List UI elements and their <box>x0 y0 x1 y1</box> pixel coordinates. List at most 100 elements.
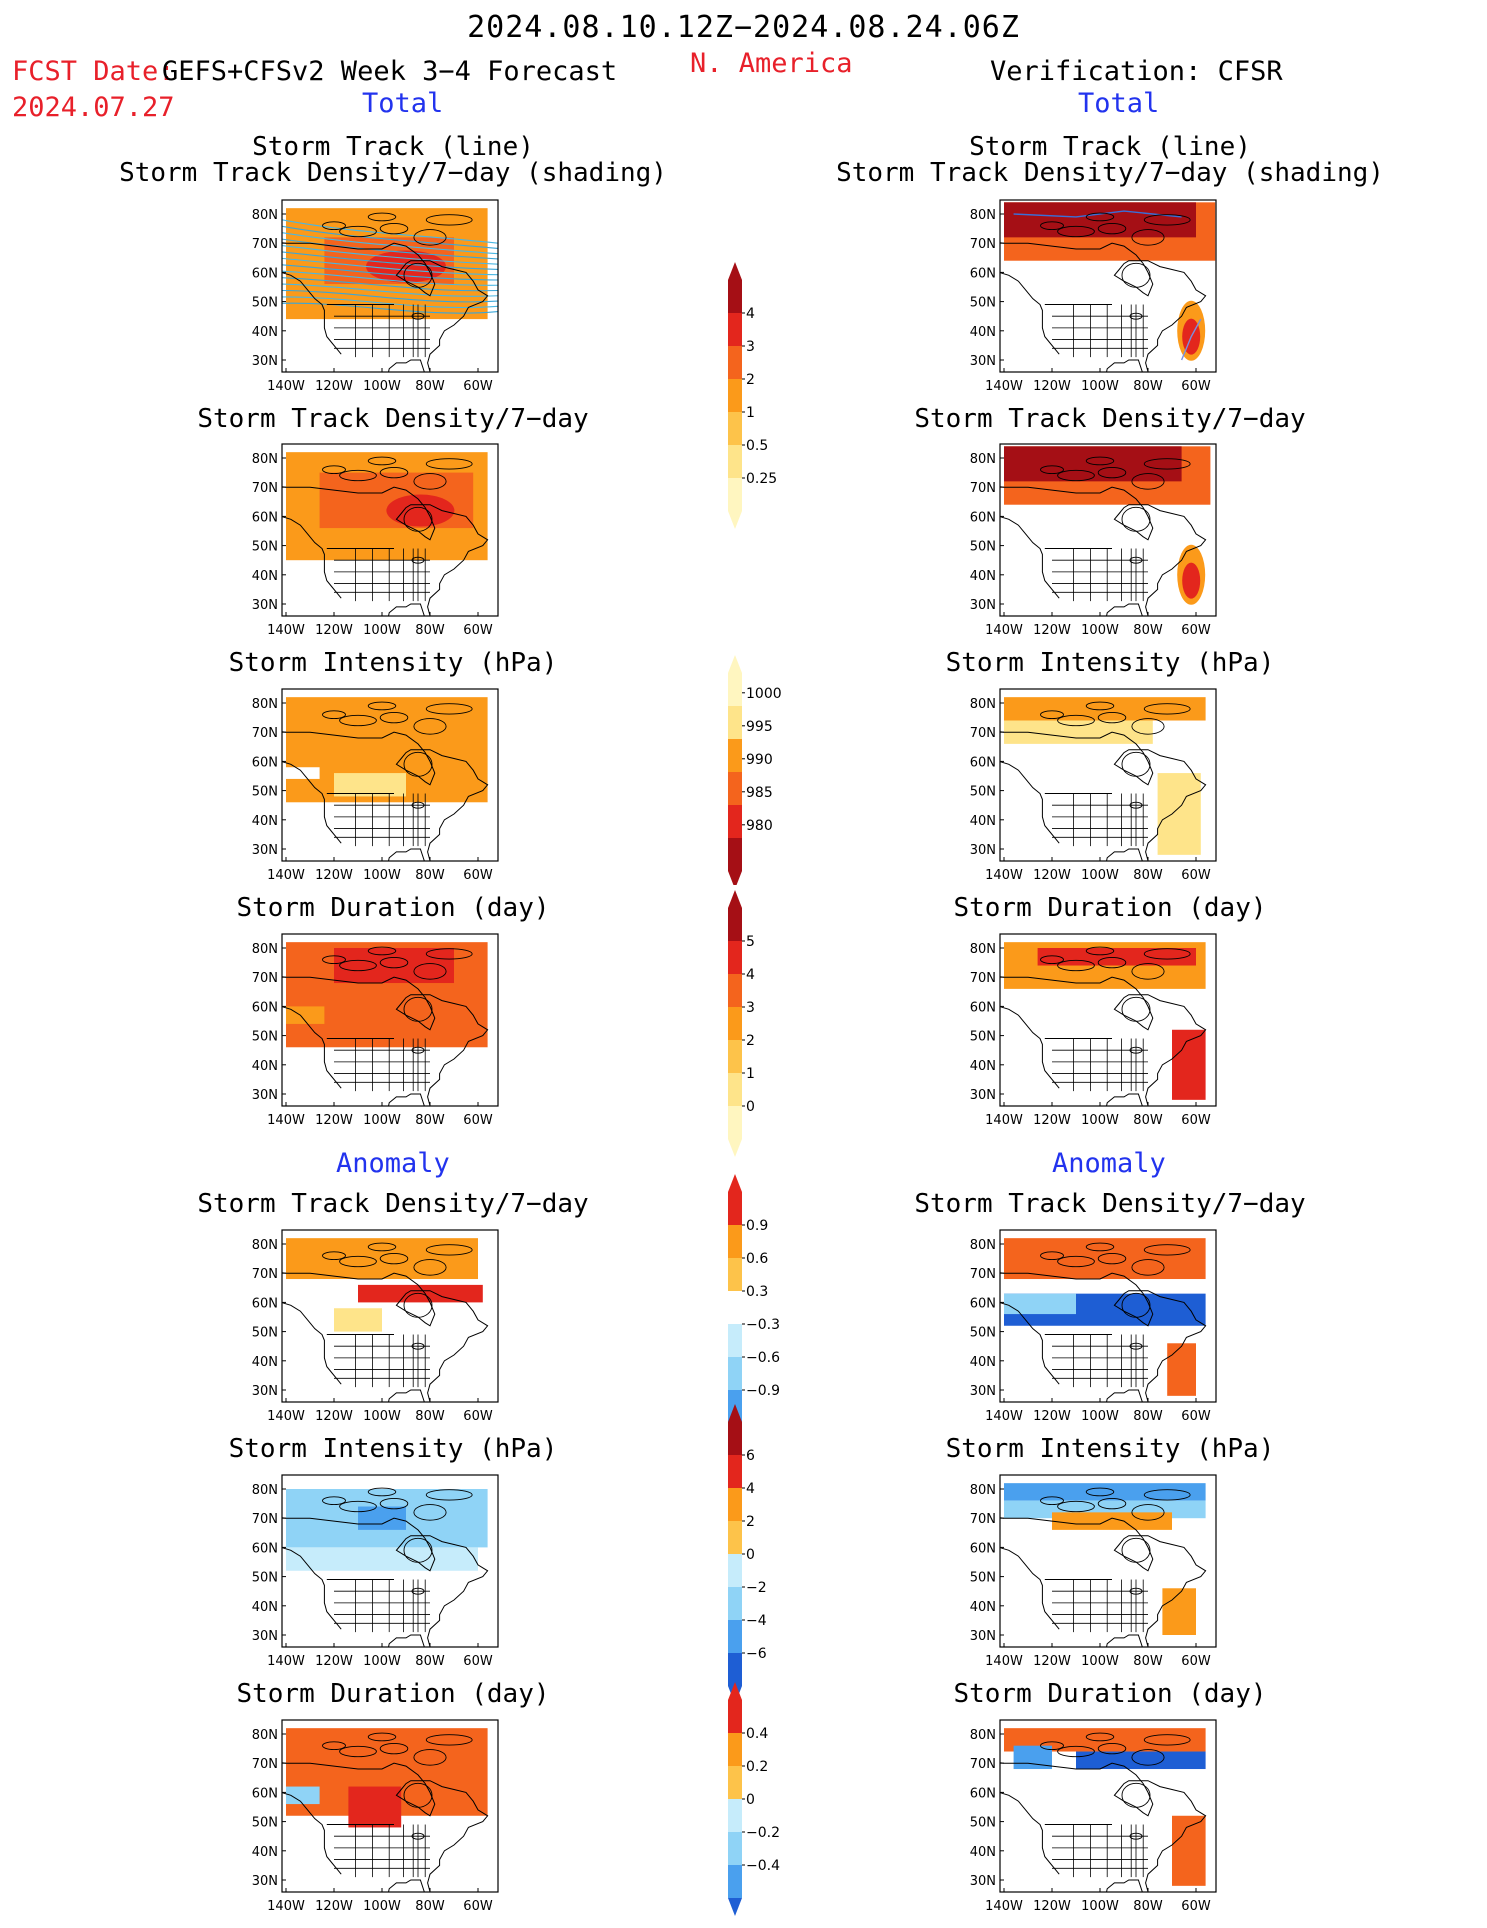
lat-tick-label: 60N <box>252 266 278 281</box>
lon-tick-label: 120W <box>315 1113 353 1128</box>
lat-tick-label: 70N <box>252 481 278 496</box>
lat-tick-label: 70N <box>252 1757 278 1772</box>
colorbar-tick-label: −0.3 <box>746 1317 780 1333</box>
colorbar-intensity-anomaly: 6 4 2 0 −2 −4 −6 <box>728 1404 767 1704</box>
map-svg: 80N 70N 60N 50N 40N 30N 140W 120W 100W 80W 60W <box>970 443 1217 638</box>
lon-tick-label: 60W <box>463 623 493 638</box>
lat-tick-label: 80N <box>970 942 996 957</box>
lat-tick-label: 70N <box>970 726 996 741</box>
lon-tick-label: 120W <box>1033 623 1071 638</box>
lat-tick-label: 30N <box>252 843 278 858</box>
storm-track-line <box>282 257 498 276</box>
lat-tick-label: 30N <box>970 354 996 369</box>
title-track-line-right: Storm Track (line) <box>969 132 1251 162</box>
lon-tick-label: 80W <box>415 379 445 394</box>
colorbar-tick-label: −4 <box>746 1613 767 1629</box>
storm-track-line <box>282 270 498 286</box>
colorbar-arrow-top <box>728 1682 742 1700</box>
lon-tick-label: 60W <box>1181 1654 1211 1669</box>
lat-tick-label: 40N <box>970 325 996 340</box>
colorbar-arrow-bottom <box>728 1139 742 1157</box>
lon-tick-label: 140W <box>267 1409 305 1424</box>
lat-tick-label: 40N <box>970 814 996 829</box>
lat-tick-label: 60N <box>252 1786 278 1801</box>
map-density-verification: 80N 70N 60N 50N 40N 30N 140W 120W 100W 80W 60W <box>948 442 1228 652</box>
colorbar-tick-label: 4 <box>746 1481 755 1497</box>
title-track-line-left: Storm Track (line) <box>252 132 534 162</box>
verification-label: Verification: CFSR <box>990 56 1283 87</box>
lat-tick-label: 70N <box>970 1267 996 1282</box>
lat-tick-label: 70N <box>252 971 278 986</box>
lat-tick-label: 30N <box>970 1874 996 1889</box>
colorbar-arrow-bottom <box>728 871 742 885</box>
colorbar-segment <box>728 1766 742 1799</box>
colorbar-tick-label: −0.9 <box>746 1383 780 1399</box>
colorbar-segment <box>728 838 742 871</box>
colorbar-tick-label: 3 <box>746 339 755 355</box>
colorbar-tick-label: 4 <box>746 306 755 322</box>
colorbar-segment <box>728 739 742 772</box>
lat-tick-label: 60N <box>252 510 278 525</box>
lat-tick-label: 40N <box>252 325 278 340</box>
lat-tick-label: 50N <box>252 1816 278 1831</box>
storm-track-line <box>282 302 498 314</box>
lat-tick-label: 30N <box>970 1384 996 1399</box>
lat-tick-label: 60N <box>970 266 996 281</box>
colorbar-intensity: 1000 995 990 985 980 <box>728 655 782 885</box>
lat-tick-label: 60N <box>252 755 278 770</box>
lon-tick-label: 140W <box>985 1409 1023 1424</box>
lon-tick-label: 100W <box>363 868 401 883</box>
map-svg: 80N 70N 60N 50N 40N 30N 140W 120W 100W 80W 60W <box>970 1474 1217 1669</box>
map-svg: 80N 70N 60N 50N 40N 30N 140W 120W 100W 80W 60W <box>252 933 499 1128</box>
colorbar-segment <box>728 772 742 805</box>
map-intensity-forecast: 80N 70N 60N 50N 40N 30N 140W 120W 100W 80W 60W <box>230 687 510 897</box>
colorbar-segment <box>728 1488 742 1521</box>
colorbar-tick-label: 980 <box>746 818 773 834</box>
storm-track-line <box>282 238 498 260</box>
colorbar-segment <box>728 1192 742 1225</box>
colorbar-tick-label: 0.6 <box>746 1251 768 1267</box>
colorbar-segment <box>728 706 742 739</box>
title-intensity-left: Storm Intensity (hPa) <box>228 648 558 678</box>
lon-tick-label: 100W <box>1081 868 1119 883</box>
lat-tick-label: 50N <box>970 1030 996 1045</box>
region-title: N. America <box>690 48 853 79</box>
lon-tick-label: 120W <box>315 1654 353 1669</box>
lat-tick-label: 80N <box>970 1728 996 1743</box>
lat-tick-label: 80N <box>252 1483 278 1498</box>
total-label-left: Total <box>362 88 444 119</box>
lon-tick-label: 140W <box>267 1113 305 1128</box>
lat-tick-label: 60N <box>252 1296 278 1311</box>
colorbar-segment <box>728 1554 742 1587</box>
lon-tick-label: 100W <box>363 379 401 394</box>
lat-tick-label: 80N <box>252 942 278 957</box>
map-intensity-verification: 80N 70N 60N 50N 40N 30N 140W 120W 100W 80W 60W <box>948 687 1228 897</box>
colorbar-segment <box>728 379 742 412</box>
lon-tick-label: 100W <box>1081 623 1119 638</box>
lat-tick-label: 70N <box>970 1757 996 1772</box>
colorbar-tick-label: −0.6 <box>746 1350 780 1366</box>
lat-tick-label: 30N <box>970 1629 996 1644</box>
colorbar-segment <box>728 280 742 313</box>
lat-tick-label: 30N <box>970 1088 996 1103</box>
colorbar-duration: 5 4 3 2 1 0 <box>728 890 755 1157</box>
colorbar-arrow-bottom <box>728 1898 742 1916</box>
storm-track-line <box>282 264 498 281</box>
colorbar-density-anomaly: 0.9 0.6 0.3 −0.3 −0.6 −0.9 <box>728 1174 780 1441</box>
title-duration-anom-left: Storm Duration (day) <box>236 1679 550 1709</box>
colorbar-tick-label: 1000 <box>746 686 782 702</box>
storm-track-line <box>282 277 498 292</box>
colorbar-density: 4 3 2 1 0.5 0.25 <box>728 262 777 529</box>
lat-tick-label: 50N <box>252 785 278 800</box>
colorbar-tick-label: 0 <box>746 1547 755 1563</box>
lon-tick-label: 80W <box>1133 1899 1163 1914</box>
colorbar-tick-label: 1 <box>746 405 755 421</box>
map-track-line-verification: 80N 70N 60N 50N 40N 30N 140W 120W 100W 80W 60W <box>948 198 1228 408</box>
lat-tick-label: 70N <box>252 1512 278 1527</box>
colorbar-tick-label: −2 <box>746 1580 767 1596</box>
map-svg: 80N 70N 60N 50N 40N 30N 140W 120W 100W 80W 60W <box>970 933 1217 1128</box>
lat-tick-label: 60N <box>970 1296 996 1311</box>
lat-tick-label: 60N <box>970 1786 996 1801</box>
lon-tick-label: 60W <box>1181 1113 1211 1128</box>
title-track-density-shading-right: Storm Track Density/7−day (shading) <box>836 158 1384 188</box>
